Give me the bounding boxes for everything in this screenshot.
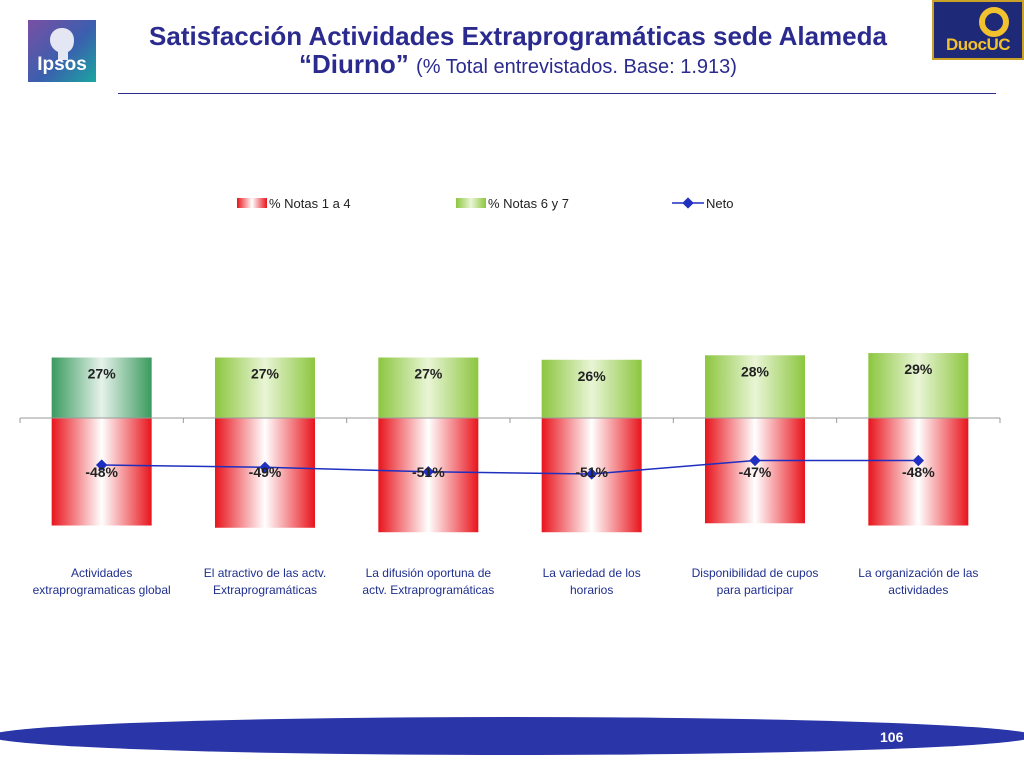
page-title: Satisfacción Actividades Extraprogramáti… [108, 22, 928, 81]
title-second-line: “Diurno” (% Total entrevistados. Base: 1… [108, 50, 928, 81]
legend-label: % Notas 6 y 7 [488, 196, 569, 211]
page-number: 106 [880, 729, 904, 745]
category-labels: Actividades extraprogramaticas global El a… [33, 566, 979, 597]
duoc-crest-icon [977, 5, 1011, 39]
ipsos-face-icon [50, 28, 74, 60]
category-label: extraprogramaticas global [33, 583, 171, 597]
bar-negative [705, 418, 805, 524]
net-point [259, 461, 271, 473]
duoc-logo: DuocUC [932, 0, 1024, 60]
net-line [101, 459, 919, 475]
label-negative: -48% [902, 464, 935, 480]
title-divider [118, 93, 996, 94]
ipsos-logo-text: Ipsos [37, 54, 87, 75]
net-point [749, 454, 761, 467]
label-negative: -51% [412, 464, 445, 480]
data-labels: 27% -48% 27% -49% 27% -51% 26% -51% 28% -47% 29% -4… [85, 361, 935, 480]
legend-label: Neto [706, 196, 733, 211]
negative-bars [51, 418, 969, 533]
title-quoted: “Diurno” [299, 49, 409, 79]
category-label: actividades [888, 583, 948, 597]
label-negative: -47% [739, 464, 772, 480]
bar-positive [541, 359, 642, 418]
title-note: (% Total entrevistados. Base: 1.913) [416, 56, 737, 78]
legend-marker [682, 197, 694, 209]
bar-negative [51, 418, 152, 526]
satisfaction-chart: % Notas 1 a 4% Notas 6 y 7 Neto 27%-48%27… [19, 196, 1001, 597]
label-positive: 29% [904, 361, 933, 377]
category-label: La organización de las [858, 566, 978, 580]
bar-positive [378, 357, 479, 418]
net-point [422, 466, 434, 478]
bar-positive [215, 357, 315, 418]
label-positive: 27% [88, 366, 117, 382]
label-negative: -48% [85, 464, 118, 480]
category-label: Extraprogramáticas [213, 583, 317, 597]
category-label: Disponibilidad de cupos [692, 566, 819, 580]
duoc-logo-text: DuocUC [945, 35, 1011, 54]
label-negative: -49% [249, 464, 282, 480]
label-positive: 27% [414, 366, 443, 382]
net-line-series [96, 454, 924, 480]
title-main: Satisfacción Actividades Extraprogramáti… [149, 21, 887, 51]
category-label: para participar [717, 583, 794, 597]
net-point [586, 468, 598, 480]
legend-swatch [456, 198, 486, 208]
category-label: actv. Extraprogramáticas [362, 583, 494, 597]
positive-bars [51, 353, 969, 418]
bar-positive [705, 355, 805, 418]
label-negative: -51% [575, 464, 608, 480]
category-label: horarios [570, 583, 613, 597]
net-point [912, 454, 924, 467]
label-positive: 26% [578, 368, 607, 384]
category-label: La difusión oportuna de [366, 566, 492, 580]
legend-label: % Notas 1 a 4 [269, 196, 351, 211]
category-label: El atractivo de las actv. [204, 566, 327, 580]
label-positive: 27% [251, 366, 280, 382]
bar-positive [868, 353, 969, 418]
chart-legend: % Notas 1 a 4 % Notas 6 y 7 Neto [237, 196, 733, 211]
footer-band [0, 717, 1024, 755]
category-label: La variedad de los [543, 566, 641, 580]
ipsos-logo: Ipsos [28, 20, 96, 82]
category-ticks [19, 418, 1001, 423]
bar-negative [868, 418, 969, 526]
bar-positive [51, 357, 152, 418]
category-label: Actividades [71, 566, 132, 580]
label-positive: 28% [741, 363, 770, 379]
legend-swatch [237, 198, 267, 208]
